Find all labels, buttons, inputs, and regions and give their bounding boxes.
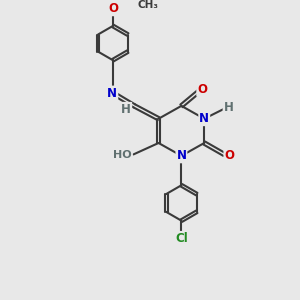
Text: N: N — [107, 86, 117, 100]
Text: O: O — [197, 83, 207, 96]
Text: H: H — [122, 103, 131, 116]
Text: H: H — [224, 101, 233, 114]
Text: Cl: Cl — [175, 232, 188, 245]
Text: HO: HO — [113, 150, 132, 160]
Text: O: O — [108, 2, 118, 15]
Text: N: N — [176, 149, 186, 162]
Text: O: O — [224, 149, 234, 162]
Text: N: N — [199, 112, 209, 125]
Text: CH₃: CH₃ — [138, 0, 159, 10]
